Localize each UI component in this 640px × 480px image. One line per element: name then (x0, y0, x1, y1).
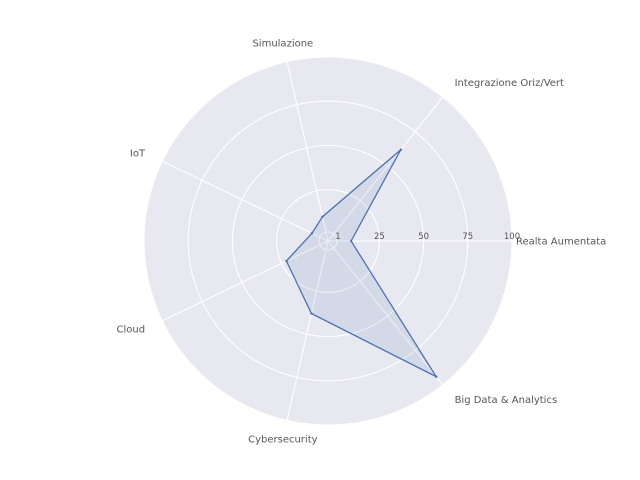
category-label-2: Simulazione (252, 39, 313, 50)
radial-ticks: 1 25 50 75 100 (335, 232, 520, 242)
radial-tick-label-0: 1 (335, 232, 340, 242)
grid-spoke-6 (327, 240, 444, 386)
grid-spoke-3 (161, 160, 329, 242)
category-labels: Realta Aumentata Integrazione Oriz/Vert Si… (117, 39, 607, 446)
grid-spoke-4 (161, 240, 329, 322)
grid-spoke-1 (327, 96, 444, 242)
category-label-0: Realta Aumentata (516, 237, 606, 248)
series-area-0 (286, 149, 437, 377)
category-label-4: Cloud (117, 325, 146, 336)
series-point-0-1 (399, 148, 403, 151)
series-point-0-5 (310, 312, 313, 315)
radial-tick-label-2: 50 (418, 232, 429, 242)
grid-spoke-2 (286, 61, 329, 242)
radial-tick-label-1: 25 (374, 232, 385, 242)
series-point-0-4 (285, 259, 288, 263)
category-label-6: Big Data & Analytics (455, 395, 558, 406)
category-label-3: IoT (130, 148, 146, 159)
series-layer (285, 148, 438, 379)
radial-tick-label-4: 100 (504, 232, 520, 242)
series-point-0-3 (310, 232, 314, 235)
category-label-5: Cybersecurity (248, 434, 318, 445)
grid-spokes (161, 61, 512, 421)
category-label-1: Integrazione Oriz/Vert (455, 78, 564, 89)
series-point-0-2 (321, 215, 324, 218)
series-line-0 (285, 149, 438, 379)
radial-tick-label-3: 75 (462, 232, 473, 242)
series-point-0-6 (434, 375, 438, 378)
series-point-0-0 (349, 239, 353, 243)
grid-spoke-5 (286, 240, 329, 421)
